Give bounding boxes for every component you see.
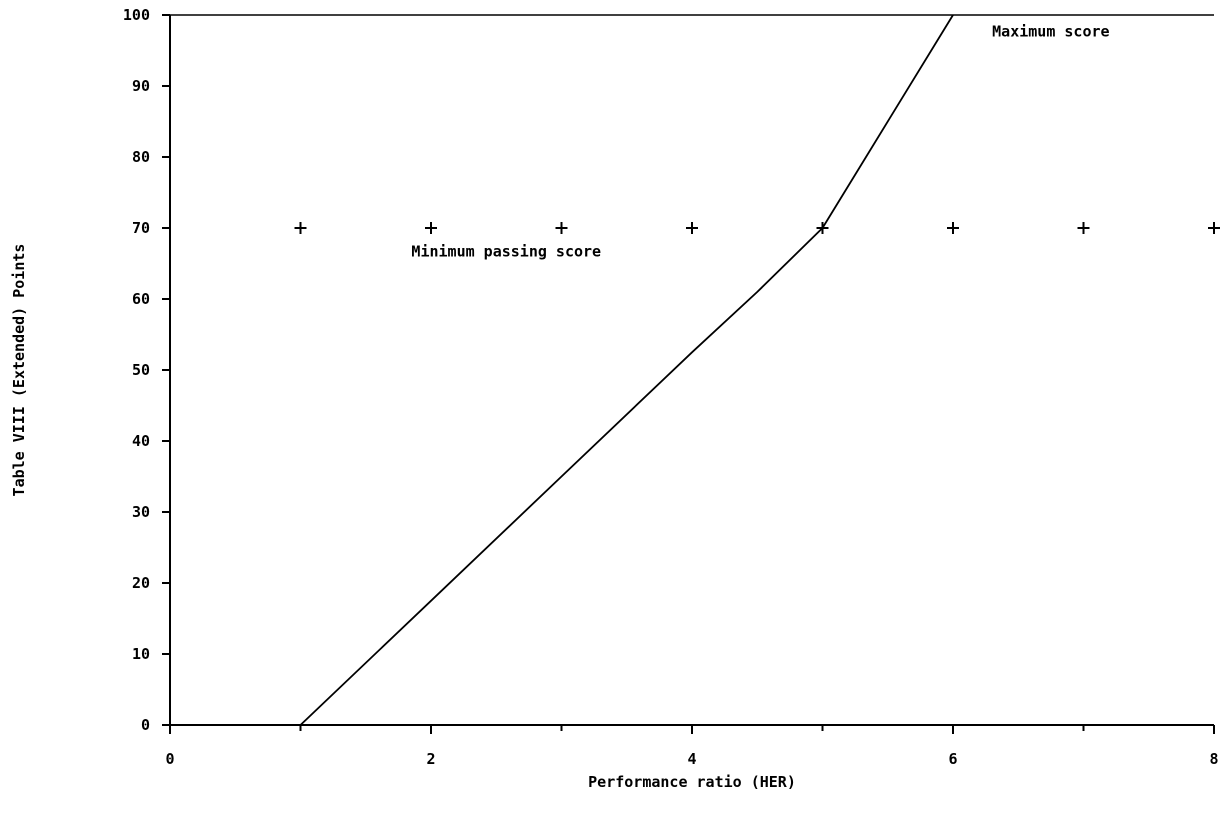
x-tick-label: 0 <box>165 750 174 768</box>
minimum-score-marker <box>294 222 307 234</box>
y-tick-label: 10 <box>132 645 150 663</box>
y-tick-label: 0 <box>141 716 150 734</box>
x-tick-label: 2 <box>426 750 435 768</box>
y-tick-label: 60 <box>132 290 150 308</box>
annotation-label: Maximum score <box>992 22 1109 40</box>
annotation-label: Minimum passing score <box>411 242 601 260</box>
series-layer <box>170 14 1220 726</box>
minimum-score-marker <box>947 222 959 234</box>
x-tick-label: 4 <box>687 750 696 768</box>
y-axis-title: Table VIII (Extended) Points <box>10 244 28 497</box>
x-axis-title: Performance ratio (HER) <box>588 773 796 791</box>
tick-layer: 0 10 20 30 40 50 60 70 80 90 100 0 2 4 6 8 <box>123 6 1219 768</box>
annotation-layer: Maximum score Minimum passing score <box>411 22 1109 260</box>
score-line <box>170 14 954 726</box>
minimum-score-marker <box>686 222 698 234</box>
y-tick-label: 80 <box>132 148 150 166</box>
y-tick-label: 40 <box>132 432 150 450</box>
y-tick-label: 70 <box>132 219 150 237</box>
y-tick-label: 50 <box>132 361 150 379</box>
minimum-score-marker <box>816 222 829 234</box>
y-tick-label: 100 <box>123 6 150 24</box>
minimum-score-marker <box>555 222 568 234</box>
minimum-score-marker <box>1077 222 1090 234</box>
y-tick-label: 90 <box>132 77 150 95</box>
y-tick-label: 30 <box>132 503 150 521</box>
minimum-score-marker <box>425 222 437 234</box>
y-tick-label: 20 <box>132 574 150 592</box>
minimum-score-marker <box>1208 222 1220 234</box>
x-tick-label: 6 <box>948 750 957 768</box>
axes-layer <box>169 14 1214 726</box>
x-tick-label: 8 <box>1209 750 1218 768</box>
